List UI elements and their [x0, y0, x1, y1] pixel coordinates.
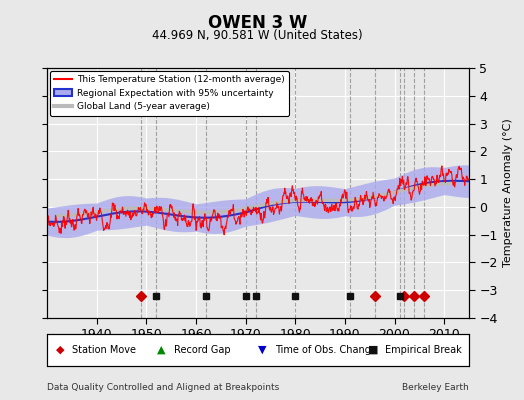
Y-axis label: Temperature Anomaly (°C): Temperature Anomaly (°C)	[504, 119, 514, 267]
Text: Berkeley Earth: Berkeley Earth	[402, 384, 469, 392]
Text: Empirical Break: Empirical Break	[385, 345, 461, 355]
Text: Record Gap: Record Gap	[174, 345, 231, 355]
Text: Time of Obs. Change: Time of Obs. Change	[275, 345, 377, 355]
Text: ■: ■	[368, 345, 378, 355]
Text: 44.969 N, 90.581 W (United States): 44.969 N, 90.581 W (United States)	[152, 29, 363, 42]
Text: ▲: ▲	[157, 345, 166, 355]
Text: Data Quality Controlled and Aligned at Breakpoints: Data Quality Controlled and Aligned at B…	[47, 384, 279, 392]
Text: ▼: ▼	[258, 345, 267, 355]
Text: OWEN 3 W: OWEN 3 W	[208, 14, 308, 32]
Text: ◆: ◆	[56, 345, 64, 355]
Text: Station Move: Station Move	[72, 345, 136, 355]
Legend: This Temperature Station (12-month average), Regional Expectation with 95% uncer: This Temperature Station (12-month avera…	[50, 71, 289, 116]
